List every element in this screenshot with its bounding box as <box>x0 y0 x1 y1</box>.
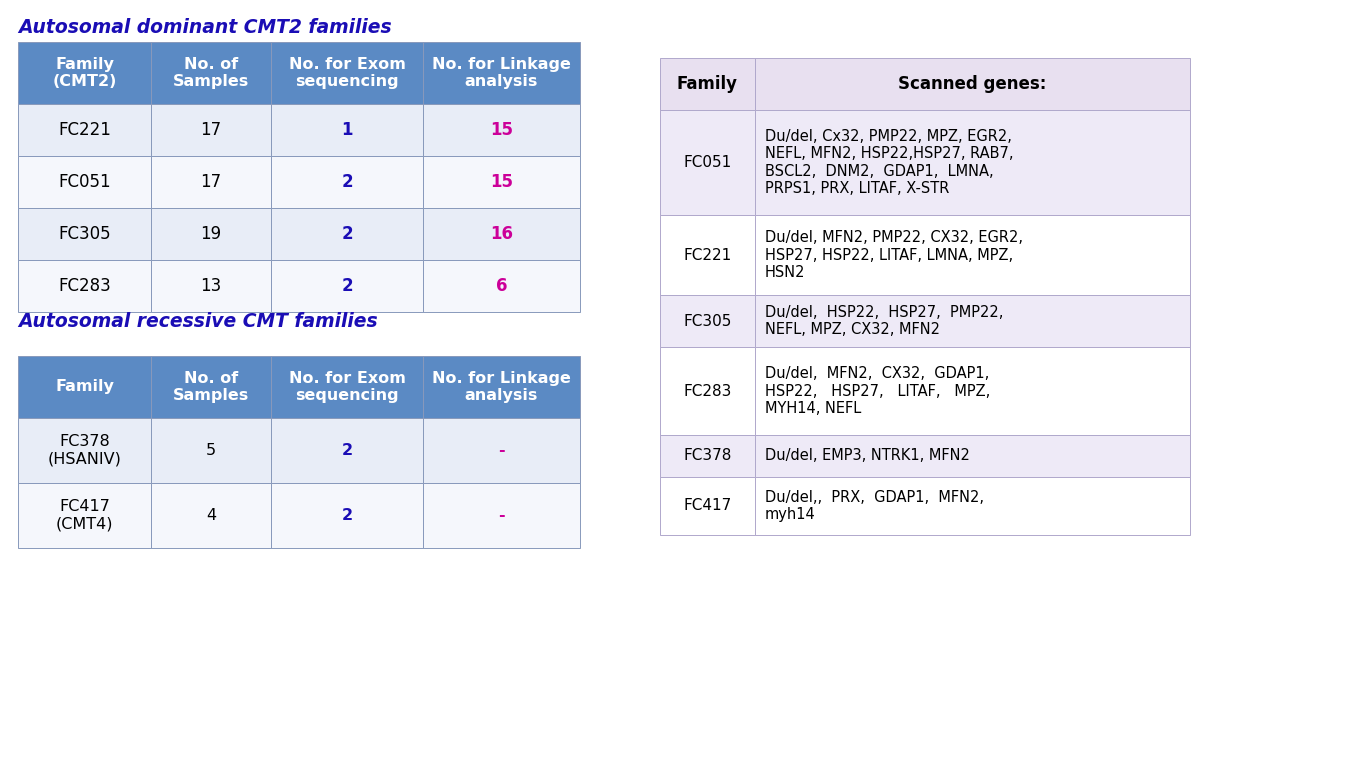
Bar <box>660 110 754 215</box>
Text: 2: 2 <box>341 225 353 243</box>
Text: No. for Linkage
analysis: No. for Linkage analysis <box>433 371 571 403</box>
Bar <box>271 260 423 312</box>
Bar <box>151 104 271 156</box>
Text: Du/del,  MFN2,  CX32,  GDAP1,
HSP22,   HSP27,   LITAF,   MPZ,
MYH14, NEFL: Du/del, MFN2, CX32, GDAP1, HSP22, HSP27,… <box>765 366 990 416</box>
Text: Family
(CMT2): Family (CMT2) <box>52 57 116 89</box>
Bar <box>18 356 151 418</box>
Bar <box>754 477 1190 535</box>
Text: 19: 19 <box>200 225 222 243</box>
Text: No. of
Samples: No. of Samples <box>172 57 249 89</box>
Text: Scanned genes:: Scanned genes: <box>898 75 1047 93</box>
Bar <box>18 156 151 208</box>
Text: 17: 17 <box>200 173 222 191</box>
Text: 5: 5 <box>205 443 216 458</box>
Bar <box>271 483 423 548</box>
Bar <box>754 347 1190 435</box>
Bar <box>271 356 423 418</box>
Text: Du/del, MFN2, PMP22, CX32, EGR2,
HSP27, HSP22, LITAF, LMNA, MPZ,
HSN2: Du/del, MFN2, PMP22, CX32, EGR2, HSP27, … <box>765 230 1023 280</box>
Text: -: - <box>498 508 505 523</box>
Text: FC221: FC221 <box>683 247 731 263</box>
Bar <box>423 356 580 418</box>
Text: FC378
(HSANIV): FC378 (HSANIV) <box>48 434 122 467</box>
Text: 15: 15 <box>490 173 513 191</box>
Bar <box>151 156 271 208</box>
Text: FC305: FC305 <box>59 225 111 243</box>
Bar <box>660 58 754 110</box>
Text: 17: 17 <box>200 121 222 139</box>
Bar <box>660 215 754 295</box>
Bar <box>754 110 1190 215</box>
Bar <box>754 295 1190 347</box>
Text: FC051: FC051 <box>683 155 731 170</box>
Text: FC417
(CMT4): FC417 (CMT4) <box>56 499 114 531</box>
Bar <box>151 356 271 418</box>
Bar <box>660 347 754 435</box>
Text: Du/del,,  PRX,  GDAP1,  MFN2,
myh14: Du/del,, PRX, GDAP1, MFN2, myh14 <box>765 490 984 522</box>
Text: No. for Exom
sequencing: No. for Exom sequencing <box>289 57 405 89</box>
Text: FC417: FC417 <box>683 498 731 514</box>
Bar <box>271 104 423 156</box>
Text: FC283: FC283 <box>57 277 111 295</box>
Bar <box>660 477 754 535</box>
Text: 4: 4 <box>205 508 216 523</box>
Bar <box>18 260 151 312</box>
Text: FC378: FC378 <box>683 449 731 464</box>
Text: -: - <box>498 443 505 458</box>
Bar <box>423 156 580 208</box>
Bar <box>423 260 580 312</box>
Bar <box>151 483 271 548</box>
Bar <box>754 435 1190 477</box>
Bar <box>151 418 271 483</box>
Text: Du/del, EMP3, NTRK1, MFN2: Du/del, EMP3, NTRK1, MFN2 <box>765 449 969 464</box>
Text: Du/del, Cx32, PMP22, MPZ, EGR2,
NEFL, MFN2, HSP22,HSP27, RAB7,
BSCL2,  DNM2,  GD: Du/del, Cx32, PMP22, MPZ, EGR2, NEFL, MF… <box>765 129 1013 196</box>
Bar <box>151 42 271 104</box>
Bar <box>660 295 754 347</box>
Text: Autosomal recessive CMT families: Autosomal recessive CMT families <box>18 312 378 331</box>
Bar <box>18 208 151 260</box>
Bar <box>754 215 1190 295</box>
Bar <box>423 42 580 104</box>
Text: FC051: FC051 <box>59 173 111 191</box>
Text: 2: 2 <box>341 508 353 523</box>
Text: FC221: FC221 <box>57 121 111 139</box>
Bar <box>271 42 423 104</box>
Bar <box>151 208 271 260</box>
Bar <box>271 418 423 483</box>
Text: Family: Family <box>678 75 738 93</box>
Text: FC283: FC283 <box>683 383 731 399</box>
Bar <box>18 418 151 483</box>
Bar <box>423 483 580 548</box>
Text: 15: 15 <box>490 121 513 139</box>
Text: 2: 2 <box>341 173 353 191</box>
Bar <box>423 418 580 483</box>
Bar <box>271 156 423 208</box>
Text: No. of
Samples: No. of Samples <box>172 371 249 403</box>
Text: 6: 6 <box>496 277 508 295</box>
Text: 2: 2 <box>341 277 353 295</box>
Text: FC305: FC305 <box>683 313 731 329</box>
Text: 1: 1 <box>341 121 353 139</box>
Text: 16: 16 <box>490 225 513 243</box>
Text: 2: 2 <box>341 443 353 458</box>
Bar <box>660 435 754 477</box>
Bar <box>754 58 1190 110</box>
Bar <box>18 104 151 156</box>
Bar <box>423 104 580 156</box>
Text: No. for Exom
sequencing: No. for Exom sequencing <box>289 371 405 403</box>
Bar <box>18 483 151 548</box>
Text: Du/del,  HSP22,  HSP27,  PMP22,
NEFL, MPZ, CX32, MFN2: Du/del, HSP22, HSP27, PMP22, NEFL, MPZ, … <box>765 305 1003 337</box>
Text: Family: Family <box>55 379 114 395</box>
Bar <box>18 42 151 104</box>
Text: Autosomal dominant CMT2 families: Autosomal dominant CMT2 families <box>18 18 392 37</box>
Bar <box>151 260 271 312</box>
Bar <box>271 208 423 260</box>
Bar <box>423 208 580 260</box>
Text: No. for Linkage
analysis: No. for Linkage analysis <box>433 57 571 89</box>
Text: 13: 13 <box>200 277 222 295</box>
